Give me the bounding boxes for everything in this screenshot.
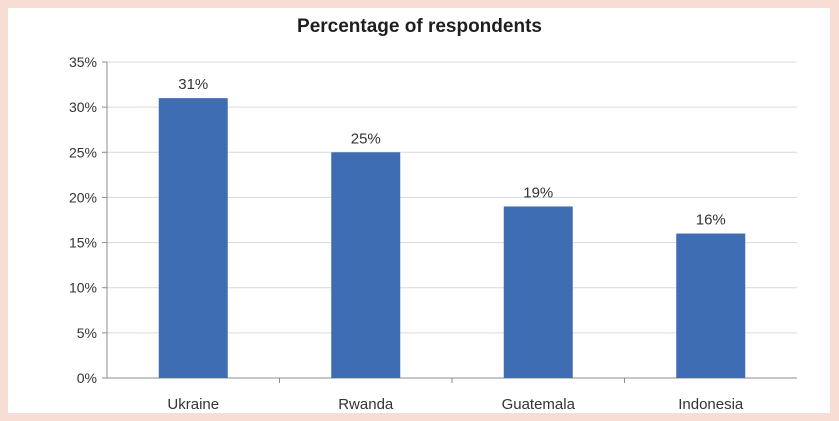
data-label: 31% <box>178 76 208 93</box>
data-label: 16% <box>696 212 726 229</box>
y-tick-label: 25% <box>69 144 97 160</box>
x-tick-label: Rwanda <box>338 396 394 413</box>
y-tick-label: 15% <box>69 235 97 251</box>
x-tick-label: Guatemala <box>502 396 576 413</box>
bar-ukraine <box>158 98 228 378</box>
axes: 0% 5% 10% 15% 20% 25% 30% 35% <box>69 54 797 386</box>
y-tick-label: 30% <box>69 99 97 115</box>
bar-rwanda <box>331 152 401 378</box>
y-tick-label: 5% <box>77 325 97 341</box>
data-label: 19% <box>523 184 553 201</box>
y-tick-label: 35% <box>69 54 97 70</box>
x-tick-label: Ukraine <box>167 396 219 413</box>
data-label: 25% <box>351 130 381 147</box>
labels: 31% Ukraine 25% Rwanda 19% Guatemala 16% Indone… <box>167 76 744 413</box>
chart-title: Percentage of respondents <box>297 16 542 37</box>
bar-indonesia <box>676 233 746 378</box>
y-tick-label: 0% <box>77 370 97 386</box>
bar-guatemala <box>503 206 573 378</box>
y-tick-label: 10% <box>69 280 97 296</box>
x-tick-label: Indonesia <box>678 396 744 413</box>
y-tick-label: 20% <box>69 189 97 205</box>
bars <box>158 98 746 378</box>
